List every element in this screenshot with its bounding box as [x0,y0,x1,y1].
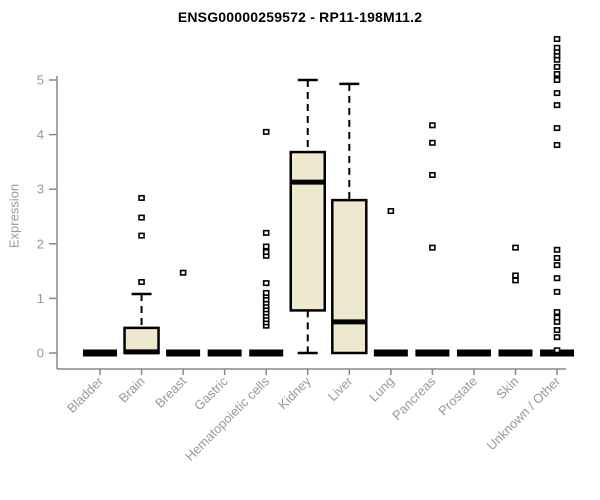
box-liver: Liver [325,82,368,404]
x-tick-label: Kidney [275,373,314,412]
y-tick-label: 5 [37,73,44,88]
outlier-point [387,208,395,215]
outlier-point [553,347,561,354]
outlier-point [262,289,270,296]
outlier-point [512,244,519,251]
x-tick-label: Bladder [64,373,107,416]
outlier-point [138,279,145,286]
y-tick-label: 3 [37,182,44,197]
chart-title: ENSG00000259572 - RP11-198M11.2 [177,9,423,25]
outlier-point [553,70,561,77]
box-lung: Lung [366,208,408,405]
outlier-point [262,243,270,250]
outlier-point [553,141,561,148]
outlier-point [553,262,561,269]
outlier-point [553,254,561,261]
outlier-point [512,277,519,284]
x-tick-label: Liver [325,373,356,404]
outlier-point [262,229,270,236]
box-brain: Brain [116,194,160,406]
box-rect [331,198,368,355]
outlier-point [553,327,561,334]
outlier-point [179,269,187,276]
x-tick-label: Gastric [191,373,231,413]
outlier-point [429,244,436,251]
outlier-point [553,288,561,295]
outlier-point [553,77,561,84]
outlier-point [429,139,436,146]
outlier-point [553,44,561,51]
y-tick-label: 1 [37,291,44,306]
outlier-point [553,334,561,341]
outlier-point [138,214,145,221]
outlier-point [262,280,270,287]
box-rect [123,326,160,355]
box-prostate: Prostate [435,349,491,419]
outlier-point [553,314,561,321]
outlier-point [138,232,145,239]
outlier-point [429,172,436,179]
x-tick-label: Lung [366,374,397,405]
outlier-point [553,102,561,109]
y-tick-label: 0 [37,346,44,361]
x-tick-label: Unknown / Other [484,373,564,453]
box-kidney: Kidney [275,78,326,412]
outlier-point [262,128,270,135]
x-tick-label: Pancreas [389,373,439,423]
outlier-point [512,272,519,279]
y-tick-label: 4 [37,127,44,142]
outlier-point [553,309,561,316]
outlier-point [429,122,436,129]
box-rect [289,150,326,312]
y-tick-label: 2 [37,236,44,251]
outlier-point [138,194,145,201]
outlier-point [553,275,561,282]
outlier-point [553,36,561,43]
x-tick-label: Brain [116,374,148,406]
box-skin: Skin [493,244,533,402]
x-tick-label: Breast [152,373,189,410]
outlier-point [553,63,561,70]
x-tick-label: Skin [493,374,521,402]
box-hematopoietic-cells: Hematopoietic cells [182,128,284,464]
box-pancreas: Pancreas [389,122,450,423]
outlier-point [553,90,561,97]
box-bladder: Bladder [64,349,117,416]
outlier-point [262,248,270,255]
x-tick-label: Prostate [435,374,480,419]
outlier-point [553,125,561,132]
outlier-point [553,246,561,253]
